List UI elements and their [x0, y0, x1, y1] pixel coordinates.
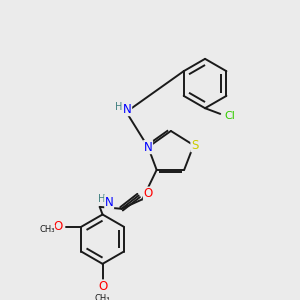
Text: O: O: [98, 280, 107, 293]
Text: N: N: [105, 196, 114, 209]
Text: CH₃: CH₃: [39, 225, 55, 234]
Text: N: N: [123, 103, 132, 116]
Text: O: O: [143, 187, 153, 200]
Text: N: N: [144, 141, 152, 154]
Text: H: H: [98, 194, 105, 204]
Text: CH₃: CH₃: [95, 293, 110, 300]
Text: S: S: [191, 139, 198, 152]
Text: O: O: [54, 220, 63, 233]
Text: Cl: Cl: [224, 111, 235, 121]
Text: H: H: [115, 102, 122, 112]
